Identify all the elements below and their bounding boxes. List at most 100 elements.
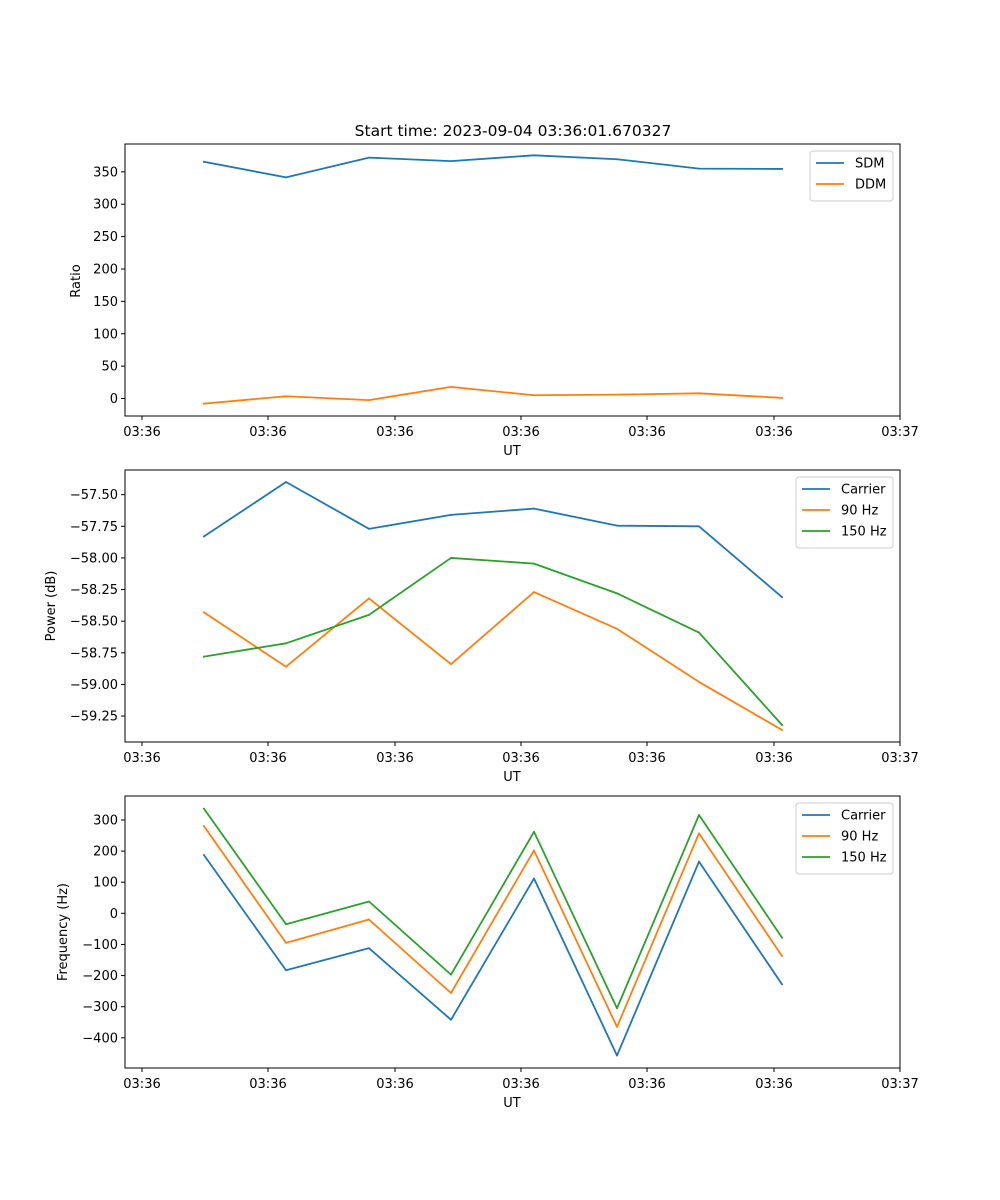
series-line-90-hz <box>202 591 784 732</box>
x-tick-label: 03:36 <box>755 425 792 440</box>
x-tick-label: 03:36 <box>502 425 539 440</box>
data-point-ddm <box>533 394 535 397</box>
y-tick-label: 300 <box>93 198 118 213</box>
x-tick-label: 03:36 <box>628 425 665 440</box>
data-point-90-hz <box>203 611 205 614</box>
y-tick-label: −58.75 <box>70 646 118 661</box>
data-point-90-hz <box>781 729 783 731</box>
y-tick-label: −58.25 <box>70 583 118 598</box>
data-point-90-hz <box>368 597 370 600</box>
y-tick-label: −58.00 <box>70 551 118 566</box>
data-point-90-hz <box>203 825 205 828</box>
data-point-carrier <box>450 514 452 516</box>
y-tick-label: −300 <box>82 1000 118 1015</box>
y-axis-label: Frequency (Hz) <box>56 883 71 981</box>
x-tick-label: 03:36 <box>249 1077 286 1092</box>
data-point-carrier <box>203 854 205 857</box>
data-point-150-hz <box>285 642 287 645</box>
x-tick-label: 03:36 <box>376 751 413 766</box>
data-point-carrier <box>698 525 700 528</box>
data-point-90-hz <box>533 849 535 852</box>
data-point-90-hz <box>450 663 452 666</box>
y-axis-label: Ratio <box>69 264 84 297</box>
data-point-90-hz <box>450 992 452 994</box>
chart-panel-2: −57.50 −57.75 −58.00 −58.25 −58.50 −58.75 −59.… <box>44 469 919 785</box>
data-point-150-hz <box>616 1007 618 1010</box>
data-point-carrier <box>698 860 700 863</box>
data-point-150-hz <box>533 830 535 833</box>
x-tick-label: 03:36 <box>249 425 286 440</box>
data-point-carrier <box>781 983 783 986</box>
y-tick-label: 200 <box>93 262 118 277</box>
series-line-150-hz <box>202 557 784 727</box>
x-tick-label: 03:37 <box>881 1077 918 1092</box>
data-point-carrier <box>368 527 370 530</box>
legend-label-carrier: Carrier <box>841 809 886 824</box>
axes-frame <box>124 469 901 743</box>
data-point-90-hz <box>285 941 287 944</box>
data-point-150-hz <box>203 655 205 658</box>
x-axis-label: UT <box>503 770 521 785</box>
series-line-150-hz <box>202 807 784 1010</box>
legend-label-sdm: SDM <box>855 157 884 172</box>
data-point-150-hz <box>203 807 205 810</box>
panels: 0 50 100 150 200 250 300 350 03:36 03:36 03:36 03:3… <box>44 143 919 1111</box>
x-tick-label: 03:36 <box>502 751 539 766</box>
data-point-sdm <box>698 167 700 170</box>
data-point-150-hz <box>533 562 535 565</box>
y-tick-label: −200 <box>82 969 118 984</box>
legend-label-150-hz: 150 Hz <box>841 525 887 540</box>
figure-title: Start time: 2023-09-04 03:36:01.670327 <box>355 122 672 140</box>
data-point-90-hz <box>368 918 370 921</box>
data-point-150-hz <box>450 973 452 976</box>
data-point-150-hz <box>285 923 287 926</box>
legend-label-150-hz: 150 Hz <box>841 851 887 866</box>
data-point-ddm <box>368 399 370 402</box>
y-tick-label: 100 <box>93 876 118 891</box>
y-axis-label: Power (dB) <box>44 571 59 642</box>
series-line-sdm <box>202 154 783 179</box>
legend: Carrier 90 Hz 150 Hz <box>795 802 894 875</box>
data-point-sdm <box>203 160 205 163</box>
axes-frame <box>124 795 901 1069</box>
x-tick-label: 03:36 <box>123 751 160 766</box>
x-tick-label: 03:36 <box>628 1077 665 1092</box>
data-point-sdm <box>285 176 287 179</box>
legend: SDM DDM <box>809 150 894 202</box>
legend-label-carrier: Carrier <box>841 483 886 498</box>
chart-panel-1: 0 50 100 150 200 250 300 350 03:36 03:36 03:36 03:3… <box>69 143 919 459</box>
x-tick-label: 03:36 <box>502 1077 539 1092</box>
legend-label-90-hz: 90 Hz <box>841 504 878 519</box>
data-point-ddm <box>698 392 700 395</box>
data-point-ddm <box>616 393 618 396</box>
y-tick-label: −100 <box>82 938 118 953</box>
x-tick-label: 03:36 <box>249 751 286 766</box>
y-tick-label: −59.00 <box>70 678 118 693</box>
legend-label-ddm: DDM <box>855 178 886 193</box>
y-tick-label: 350 <box>93 165 118 180</box>
x-axis-label: UT <box>503 1096 521 1111</box>
data-point-sdm <box>616 158 618 161</box>
data-point-sdm <box>368 156 370 159</box>
y-tick-label: −58.50 <box>70 615 118 630</box>
legend-label-90-hz: 90 Hz <box>841 830 878 845</box>
x-tick-label: 03:36 <box>376 1077 413 1092</box>
data-point-carrier <box>285 969 287 972</box>
data-point-150-hz <box>368 900 370 903</box>
y-tick-label: 0 <box>110 907 118 922</box>
data-point-90-hz <box>698 832 700 835</box>
data-point-carrier <box>450 1018 452 1021</box>
data-point-carrier <box>533 507 535 510</box>
y-tick-label: 50 <box>101 360 118 375</box>
data-point-sdm <box>533 154 535 157</box>
y-tick-label: 250 <box>93 230 118 245</box>
data-point-carrier <box>285 481 287 483</box>
y-tick-label: 300 <box>93 813 118 828</box>
x-axis-label: UT <box>503 444 521 459</box>
series-line-90-hz <box>202 824 784 1028</box>
x-tick-label: 03:36 <box>755 1077 792 1092</box>
data-point-90-hz <box>533 591 535 593</box>
data-point-150-hz <box>781 936 783 939</box>
y-tick-label: 200 <box>93 845 118 860</box>
